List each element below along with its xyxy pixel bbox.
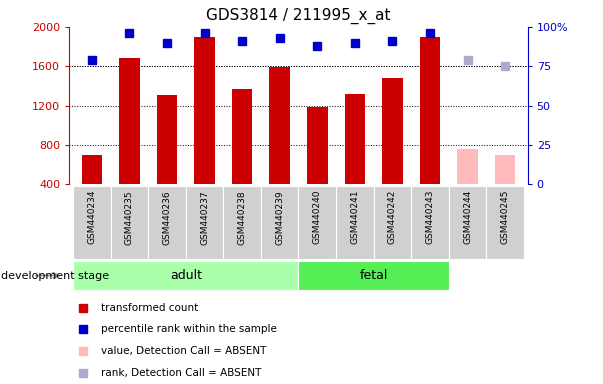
Text: GSM440240: GSM440240 <box>313 190 322 244</box>
Text: fetal: fetal <box>359 269 388 282</box>
Text: GSM440237: GSM440237 <box>200 190 209 245</box>
Title: GDS3814 / 211995_x_at: GDS3814 / 211995_x_at <box>206 8 391 24</box>
Text: development stage: development stage <box>1 270 109 281</box>
Bar <box>261 186 298 259</box>
Bar <box>336 186 374 259</box>
Bar <box>270 67 290 184</box>
Bar <box>73 261 298 290</box>
Text: GSM440234: GSM440234 <box>87 190 96 244</box>
Text: GSM440236: GSM440236 <box>163 190 171 245</box>
Bar <box>111 186 148 259</box>
Bar <box>232 89 253 184</box>
Bar <box>411 186 449 259</box>
Text: rank, Detection Call = ABSENT: rank, Detection Call = ABSENT <box>101 368 262 378</box>
Bar <box>148 186 186 259</box>
Bar <box>420 37 440 184</box>
Bar <box>374 186 411 259</box>
Text: GSM440239: GSM440239 <box>275 190 284 245</box>
Text: GSM440242: GSM440242 <box>388 190 397 244</box>
Bar <box>157 95 177 184</box>
Text: percentile rank within the sample: percentile rank within the sample <box>101 324 277 334</box>
Bar <box>194 37 215 184</box>
Bar <box>186 186 223 259</box>
Text: transformed count: transformed count <box>101 303 198 313</box>
Bar <box>119 58 140 184</box>
Bar <box>73 186 111 259</box>
Text: value, Detection Call = ABSENT: value, Detection Call = ABSENT <box>101 346 267 356</box>
Bar <box>382 78 403 184</box>
Text: GSM440238: GSM440238 <box>238 190 247 245</box>
Bar <box>457 149 478 184</box>
Bar <box>494 155 516 184</box>
Bar <box>486 186 524 259</box>
Text: GSM440243: GSM440243 <box>426 190 434 244</box>
Text: GSM440235: GSM440235 <box>125 190 134 245</box>
Bar <box>223 186 261 259</box>
Text: GSM440244: GSM440244 <box>463 190 472 244</box>
Bar <box>449 186 486 259</box>
Text: GSM440241: GSM440241 <box>350 190 359 244</box>
Bar <box>298 261 449 290</box>
Bar <box>344 94 365 184</box>
Bar <box>298 186 336 259</box>
Text: adult: adult <box>170 269 202 282</box>
Bar <box>81 155 103 184</box>
Text: GSM440245: GSM440245 <box>500 190 510 244</box>
Bar <box>307 107 327 184</box>
